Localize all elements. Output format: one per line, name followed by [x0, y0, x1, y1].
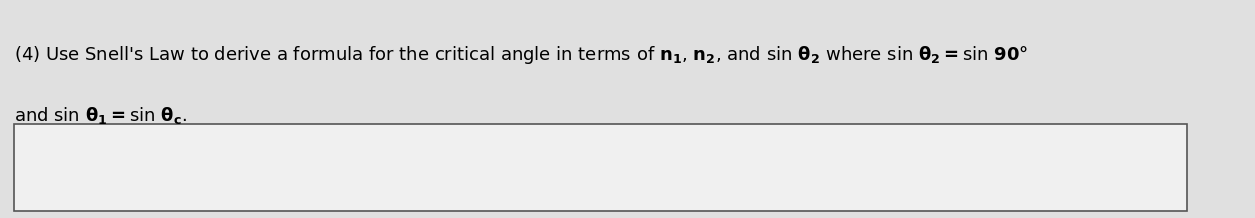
FancyBboxPatch shape	[14, 124, 1187, 211]
Text: and $\mathbf{\sin\,\theta_1 = \sin\,\theta_c}$.: and $\mathbf{\sin\,\theta_1 = \sin\,\the…	[14, 105, 187, 126]
Text: $(4)$ Use Snell's Law to derive a formula for the critical angle in terms of $\m: $(4)$ Use Snell's Law to derive a formul…	[14, 44, 1029, 66]
